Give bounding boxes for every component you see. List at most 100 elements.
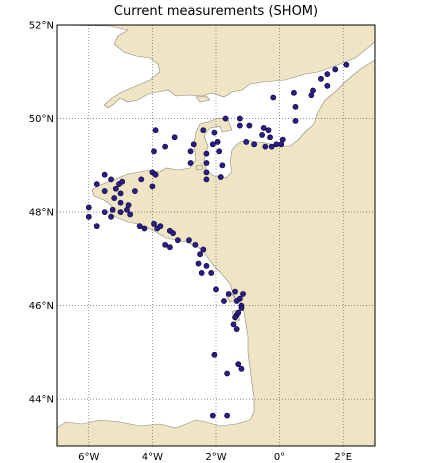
station-marker: [197, 251, 203, 258]
station-marker: [243, 139, 250, 145]
station-marker: [292, 103, 299, 110]
station-marker: [124, 206, 130, 213]
station-marker: [224, 370, 231, 377]
station-marker: [136, 223, 143, 230]
station-marker: [198, 270, 205, 276]
land-great-britain: [57, 25, 375, 109]
graticule: [57, 24, 375, 446]
station-marker: [292, 117, 299, 124]
station-marker: [310, 87, 316, 94]
station-marker: [112, 185, 119, 192]
station-marker: [265, 127, 272, 134]
map-title: Current measurements (SHOM): [113, 4, 319, 19]
station-marker: [251, 141, 258, 148]
land-isle-of-wight: [195, 95, 211, 103]
lat-tick-label: 52°N: [29, 21, 54, 32]
station-marker: [211, 351, 218, 358]
lon-tick-label: 0°: [274, 452, 285, 463]
lat-tick-label: 50°N: [29, 114, 54, 125]
station-marker: [127, 211, 134, 218]
station-marker: [203, 160, 210, 166]
station-marker: [195, 260, 202, 267]
station-marker: [93, 223, 100, 230]
lon-tick-label: 2°E: [334, 452, 352, 463]
station-marker: [162, 143, 169, 150]
station-marker: [187, 148, 194, 155]
station-marker: [235, 361, 242, 368]
station-marker: [108, 176, 114, 183]
station-marker: [149, 183, 156, 190]
station-marker: [111, 195, 118, 201]
station-marker: [109, 206, 116, 213]
tick-labels: 52°N 50°N 48°N 46°N 44°N 6°W 4°W 2°W 0° 2°E: [29, 21, 352, 463]
station-marker: [324, 71, 331, 78]
station-marker: [235, 309, 242, 316]
station-marker: [192, 241, 199, 248]
station-marker: [214, 139, 221, 145]
station-marker: [170, 230, 176, 237]
station-marker: [217, 174, 224, 180]
station-marker: [236, 122, 243, 129]
land-channel-islands: [195, 164, 204, 171]
lat-tick-label: 46°N: [29, 301, 54, 312]
station-marker: [318, 75, 324, 82]
station-marker: [117, 209, 124, 216]
station-marker: [291, 89, 297, 96]
station-marker: [166, 244, 173, 251]
station-marker: [262, 143, 269, 150]
station-marker: [174, 237, 181, 244]
station-marker: [343, 61, 350, 68]
station-marker: [208, 270, 215, 276]
station-marker: [230, 321, 237, 328]
station-markers: [85, 61, 350, 419]
station-marker: [119, 178, 126, 185]
station-marker: [186, 237, 192, 244]
station-marker: [132, 188, 138, 194]
station-marker: [221, 298, 227, 304]
station-marker: [151, 220, 157, 227]
station-marker: [190, 141, 197, 148]
station-marker: [203, 169, 210, 176]
station-marker: [236, 115, 243, 122]
station-marker: [203, 176, 210, 183]
station-marker: [273, 141, 280, 148]
station-marker: [209, 412, 216, 419]
station-marker: [216, 148, 223, 155]
station-marker: [268, 143, 275, 150]
station-marker: [101, 171, 108, 178]
station-marker: [200, 246, 207, 253]
station-marker: [85, 213, 92, 220]
station-marker: [101, 209, 108, 216]
station-marker: [238, 305, 245, 311]
station-marker: [222, 115, 229, 122]
station-marker: [101, 188, 108, 194]
station-marker: [203, 150, 210, 157]
station-marker: [233, 326, 240, 332]
station-marker: [108, 213, 114, 220]
station-marker: [270, 94, 277, 101]
station-marker: [152, 171, 159, 178]
station-marker: [187, 160, 194, 166]
lon-tick-label: 6°W: [78, 452, 99, 463]
station-marker: [211, 129, 218, 136]
station-marker: [232, 288, 238, 295]
station-marker: [246, 122, 253, 129]
station-marker: [171, 134, 178, 141]
station-marker: [224, 412, 231, 419]
station-marker: [260, 125, 267, 131]
station-marker: [259, 132, 266, 138]
station-marker: [154, 225, 161, 232]
station-marker: [152, 127, 159, 134]
station-marker: [238, 365, 245, 372]
station-marker: [267, 134, 273, 141]
station-marker: [209, 141, 216, 148]
station-marker: [332, 66, 339, 73]
station-marker: [278, 141, 285, 148]
lat-tick-label: 44°N: [29, 395, 54, 406]
station-marker: [151, 148, 157, 155]
station-marker: [141, 225, 148, 232]
station-marker: [117, 190, 124, 197]
station-marker: [324, 82, 331, 89]
station-marker: [138, 176, 145, 183]
